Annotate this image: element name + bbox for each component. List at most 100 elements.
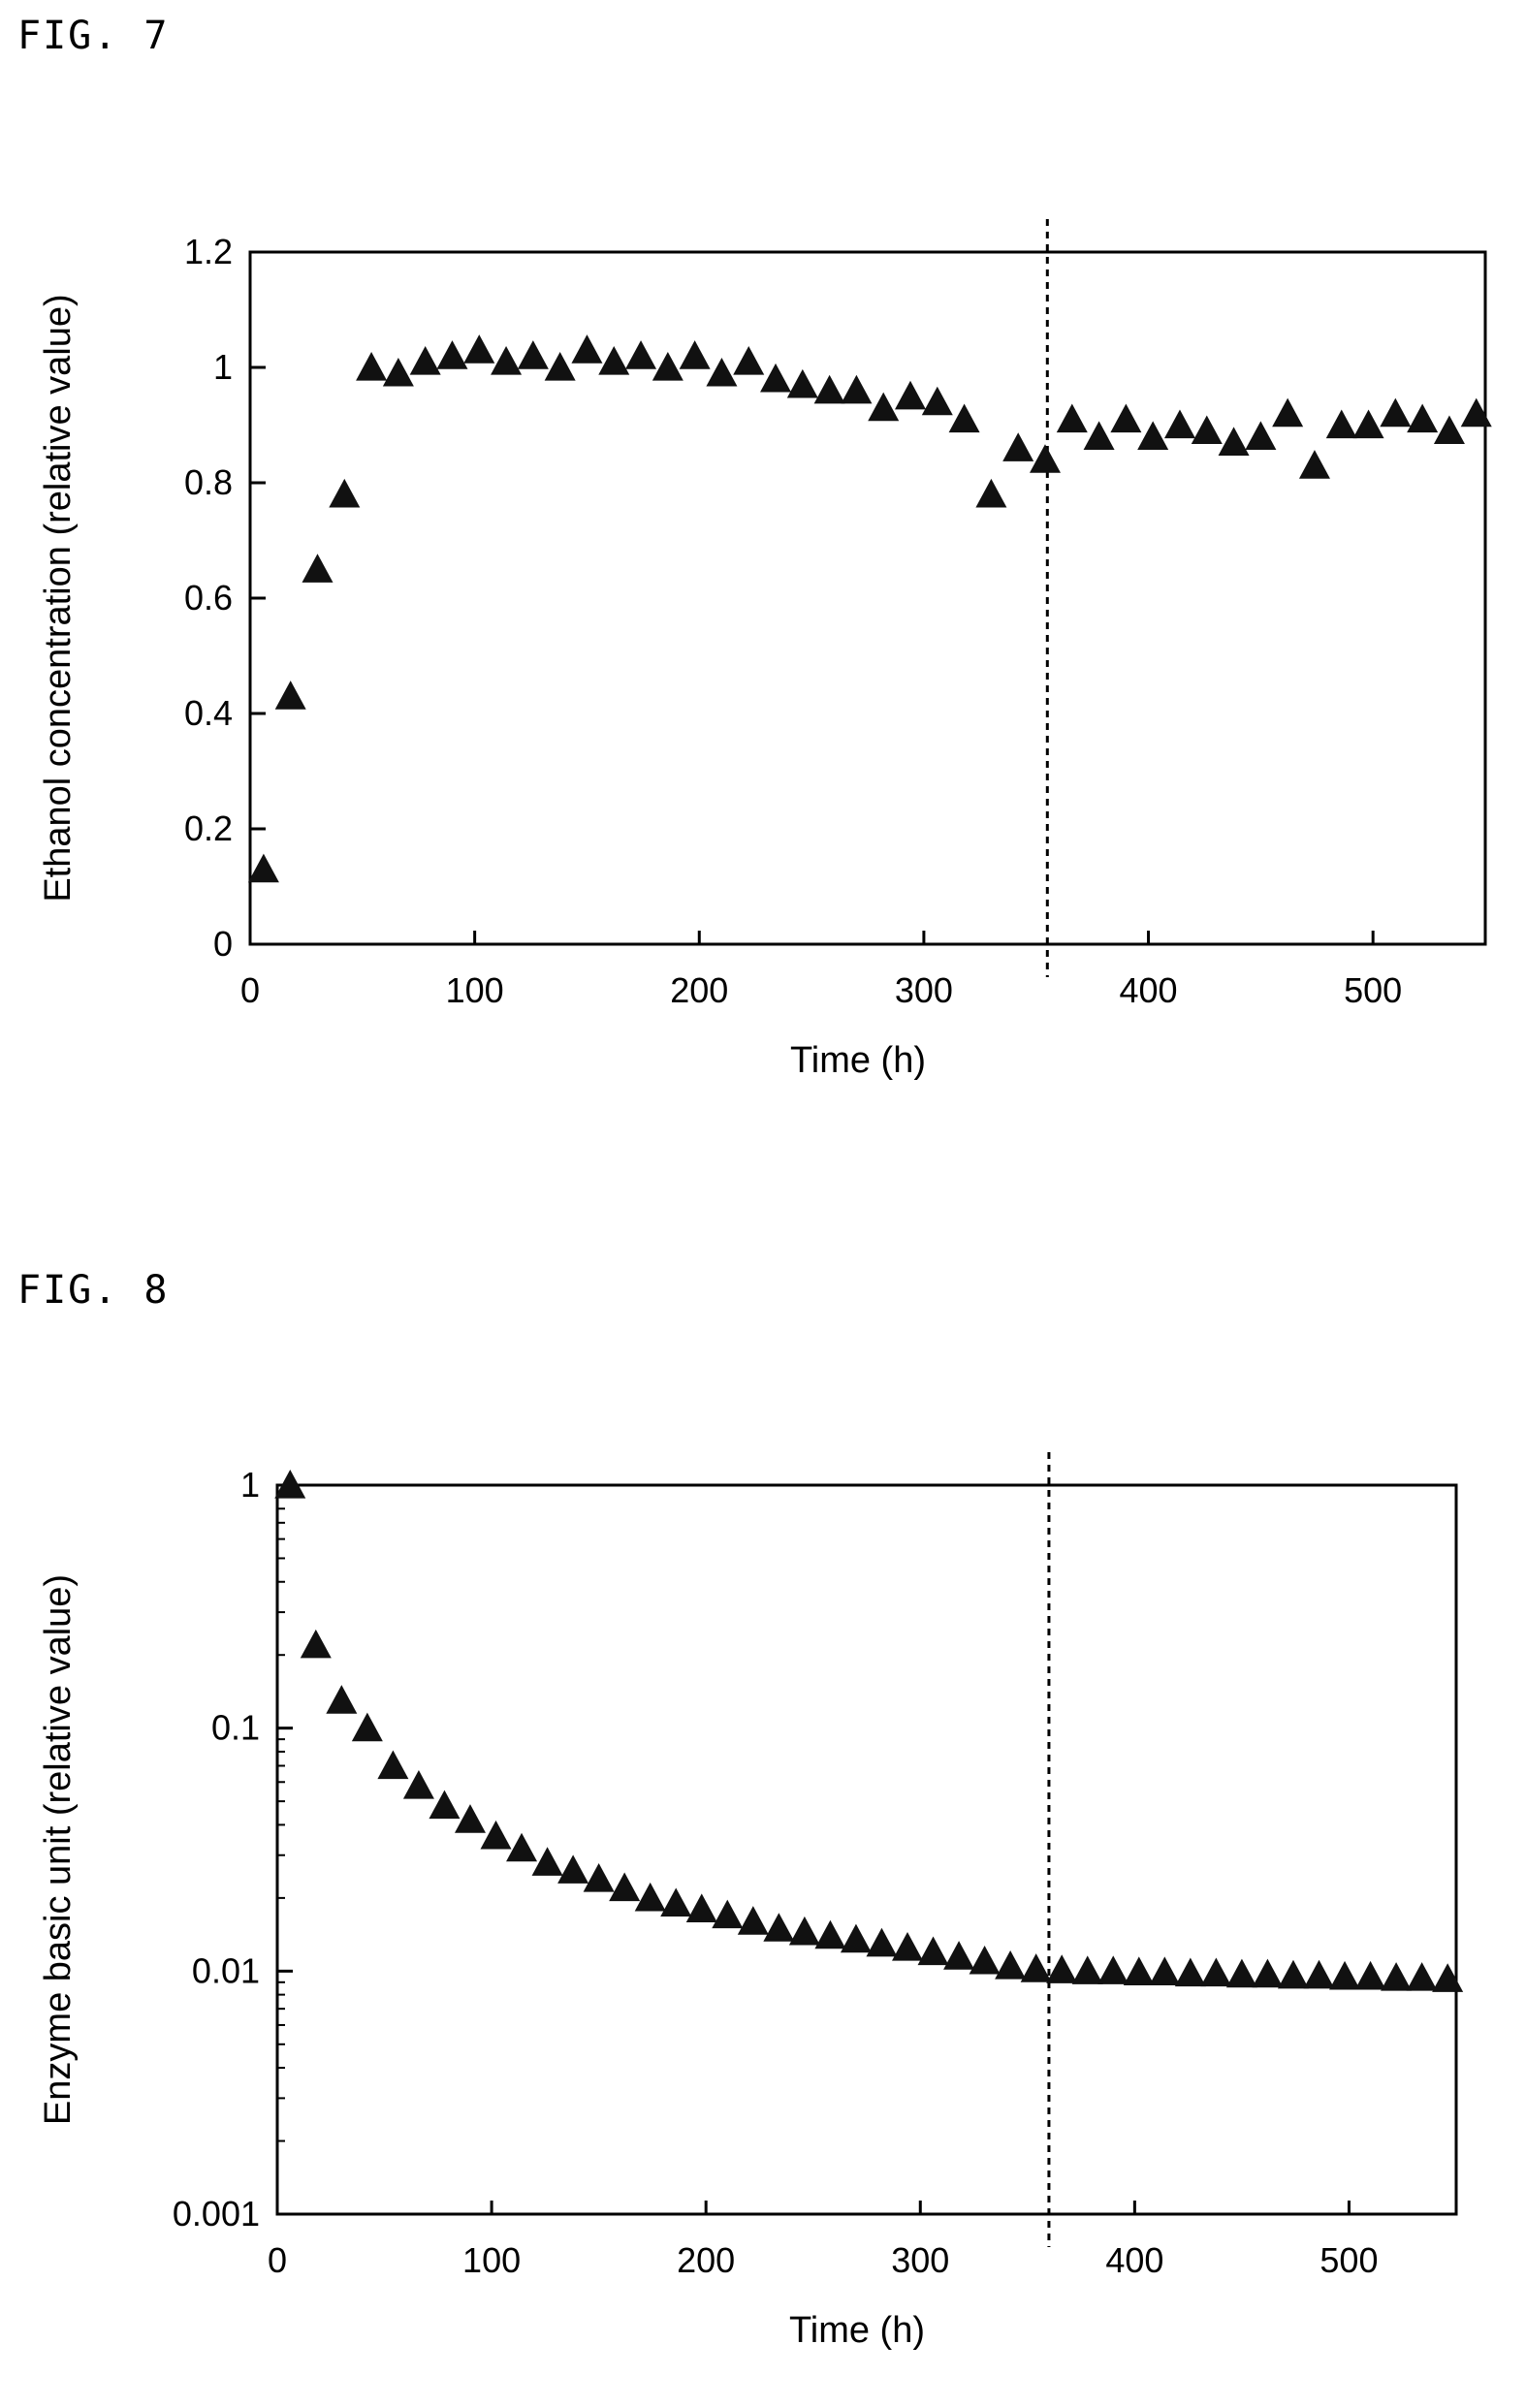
data-point-triangle [517,340,549,369]
data-point-triangle [625,340,657,369]
data-point-triangle [351,1712,383,1742]
data-point-triangle [609,1872,641,1902]
x-tick-label: 500 [1319,2240,1378,2280]
data-point-triangle [1460,397,1492,428]
data-point-triangle [866,1927,898,1957]
y-tick-label: 1.2 [184,232,233,271]
data-point-triangle [814,1919,846,1949]
data-point-triangle [1381,1962,1413,1991]
data-point-triangle [300,1629,332,1659]
data-point-triangle [480,1820,512,1850]
data-point-triangle [1110,403,1142,433]
data-point-triangle [969,1945,1001,1975]
data-point-triangle [1046,1954,1078,1983]
data-point-triangle [274,681,306,710]
data-point-triangle [948,403,980,433]
y-tick-label: 0.4 [184,693,233,733]
ethanol-concentration-chart: 0 0.2 0.4 0.6 0.8 1 1.2 0 100 200 300 400 500 Time (h… [38,219,1492,1081]
y-tick-label: 0.2 [184,808,233,848]
data-point-triangle [402,1769,434,1799]
data-point-triangle [544,352,576,381]
data-point-triangle [786,368,818,398]
data-point-triangle [1137,421,1169,450]
data-point-triangle [1174,1957,1206,1987]
data-point-triangle [506,1832,538,1862]
plot-area-frame [275,1483,1458,2216]
data-point-triangle [1407,403,1439,433]
data-point-triangle [921,386,953,416]
x-tick-label: 300 [895,970,953,1010]
data-point-triangle [943,1941,975,1970]
data-point-triangle [454,1804,486,1833]
data-point-triangle [1380,397,1412,428]
x-tick-label: 500 [1344,970,1402,1010]
enzyme-basic-unit-chart: 0.001 0.01 0.1 1 0 100 200 300 400 500 Time (h) Enz… [38,1452,1464,2351]
data-point-triangle [1056,403,1088,433]
data-point-triangle [1191,415,1223,445]
data-point-triangle [892,1932,924,1961]
data-point-triangle [763,1913,795,1942]
data-point-triangle [1354,1960,1386,1990]
data-point-triangle [274,1470,306,1499]
data-point-triangle [652,352,684,381]
data-point-triangle [1352,409,1384,439]
data-point-triangle [1225,1958,1257,1988]
x-tick-label: 0 [240,970,260,1010]
x-tick-label: 400 [1105,2240,1163,2280]
data-point-triangle [1071,1955,1103,1984]
data-point-triangle [917,1936,949,1966]
plot-area-frame [248,250,1487,946]
figure-7-label: FIG. 7 [17,14,170,58]
data-point-triangle [1329,1960,1361,1990]
data-point-triangle [1325,409,1357,439]
data-point-triangle [377,1750,409,1780]
data-point-triangle [1252,1958,1284,1988]
data-point-triangle [598,346,630,375]
data-point-triangle [1298,450,1330,479]
data-point-triangle [995,1950,1027,1980]
y-tick-label: 0.001 [173,2194,260,2234]
data-point-triangle [409,346,441,375]
data-point-triangle [706,357,738,387]
data-point-triangle [491,346,523,375]
data-point-triangle [571,334,603,364]
y-tick-label: 0.1 [211,1708,260,1748]
data-point-triangle [302,554,334,583]
data-point-triangle [841,374,873,404]
data-point-triangle [660,1887,692,1917]
data-point-triangle [531,1847,563,1876]
y-tick-label: 0.8 [184,462,233,502]
data-point-triangle [1406,1962,1438,1991]
data-point-triangle [760,363,792,393]
data-point-triangle [1097,1955,1129,1984]
data-point-triangle [737,1906,769,1935]
data-point-triangle [382,357,414,387]
data-point-triangle [1002,432,1034,461]
x-tick-label: 200 [670,970,728,1010]
data-point-triangle [840,1923,872,1953]
data-point-triangle [895,380,927,410]
x-axis-title: Time (h) [789,2310,925,2351]
data-point-triangle [356,352,388,381]
data-point-triangle [1123,1956,1155,1986]
y-axis-title: Ethanol concentration (relative value) [38,294,79,902]
data-point-triangle [1277,1959,1309,1989]
data-point-triangle [247,853,279,883]
y-tick-label: 0.6 [184,578,233,618]
data-point-triangle [712,1899,744,1929]
data-point-triangle [329,478,361,508]
data-point-triangle [1200,1957,1232,1987]
data-point-triangle [429,1790,461,1820]
x-tick-label: 200 [677,2240,735,2280]
x-axis-title: Time (h) [790,1040,926,1081]
y-tick-label: 1 [213,347,233,387]
x-tick-label: 100 [462,2240,521,2280]
data-point-triangle [788,1916,820,1946]
data-point-triangle [868,392,900,422]
data-point-triangle [1020,1953,1052,1982]
data-point-triangle [1149,1956,1181,1986]
data-point-triangle [813,374,845,404]
data-point-triangle [1303,1959,1335,1989]
data-point-triangle [1432,1963,1464,1992]
